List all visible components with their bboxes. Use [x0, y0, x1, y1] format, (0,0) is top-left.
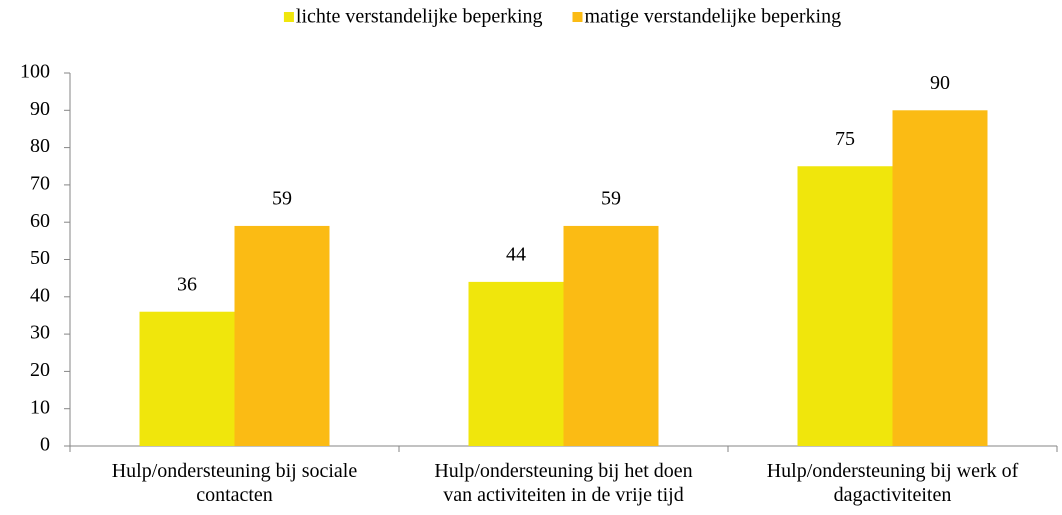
legend-label: matige verstandelijke beperking: [585, 6, 842, 28]
data-label: 90: [930, 72, 950, 94]
bar: [563, 225, 659, 446]
y-tick-label: 80: [30, 135, 50, 157]
data-label: 44: [506, 243, 526, 265]
y-tick-label: 40: [30, 284, 50, 306]
y-tick-label: 0: [40, 434, 50, 456]
bar: [234, 225, 330, 446]
legend-swatch: [572, 12, 583, 22]
bar: [892, 110, 988, 447]
y-tick-label: 10: [30, 396, 50, 418]
y-tick-label: 30: [30, 322, 50, 344]
y-tick-label: 90: [30, 98, 50, 120]
bar: [797, 166, 893, 446]
legend-item: matige verstandelijke beperking: [572, 6, 842, 28]
y-tick-label: 100: [20, 61, 50, 83]
data-label: 75: [835, 128, 855, 150]
data-label: 59: [601, 188, 621, 210]
x-tick-label: Hulp/ondersteuning bij sociale contacten: [112, 460, 358, 506]
bar: [139, 311, 235, 446]
legend-swatch: [283, 12, 294, 22]
y-tick-label: 70: [30, 172, 50, 194]
y-tick-label: 60: [30, 210, 50, 232]
data-label: 36: [177, 273, 197, 295]
x-tick-label: Hulp/ondersteuning bij het doen van activ…: [434, 460, 692, 506]
legend-item: lichte verstandelijke beperking: [283, 6, 543, 28]
y-tick-label: 20: [30, 359, 50, 381]
bar: [468, 281, 564, 446]
y-tick-label: 50: [30, 247, 50, 269]
legend-label: lichte verstandelijke beperking: [296, 6, 543, 28]
x-tick-label: Hulp/ondersteuning bij werk of dagactivit…: [767, 460, 1019, 506]
data-label: 59: [272, 188, 292, 210]
